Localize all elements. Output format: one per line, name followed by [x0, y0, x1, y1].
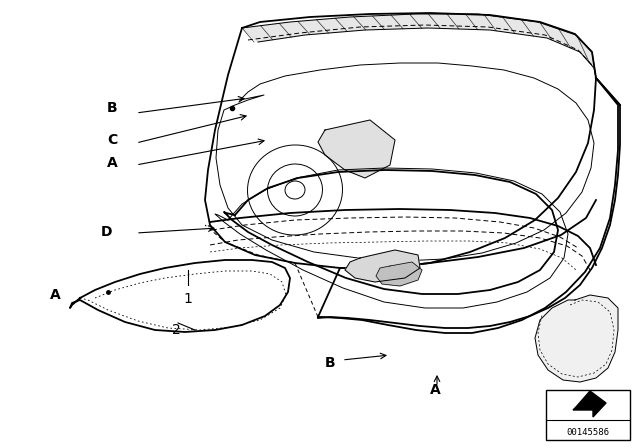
- Text: A: A: [107, 156, 117, 170]
- Polygon shape: [345, 250, 420, 282]
- Text: D: D: [101, 225, 113, 239]
- Polygon shape: [70, 260, 290, 332]
- Text: 2: 2: [172, 323, 180, 337]
- Text: 00145586: 00145586: [566, 427, 609, 436]
- Text: A: A: [50, 288, 60, 302]
- Polygon shape: [318, 120, 395, 178]
- Text: 1: 1: [184, 292, 193, 306]
- Text: C: C: [107, 133, 117, 147]
- Polygon shape: [535, 295, 618, 382]
- Polygon shape: [242, 14, 596, 78]
- Text: B: B: [324, 356, 335, 370]
- Text: A: A: [429, 383, 440, 397]
- Polygon shape: [376, 262, 422, 286]
- Text: B: B: [107, 101, 117, 115]
- Polygon shape: [573, 391, 606, 417]
- Bar: [546, 390, 630, 440]
